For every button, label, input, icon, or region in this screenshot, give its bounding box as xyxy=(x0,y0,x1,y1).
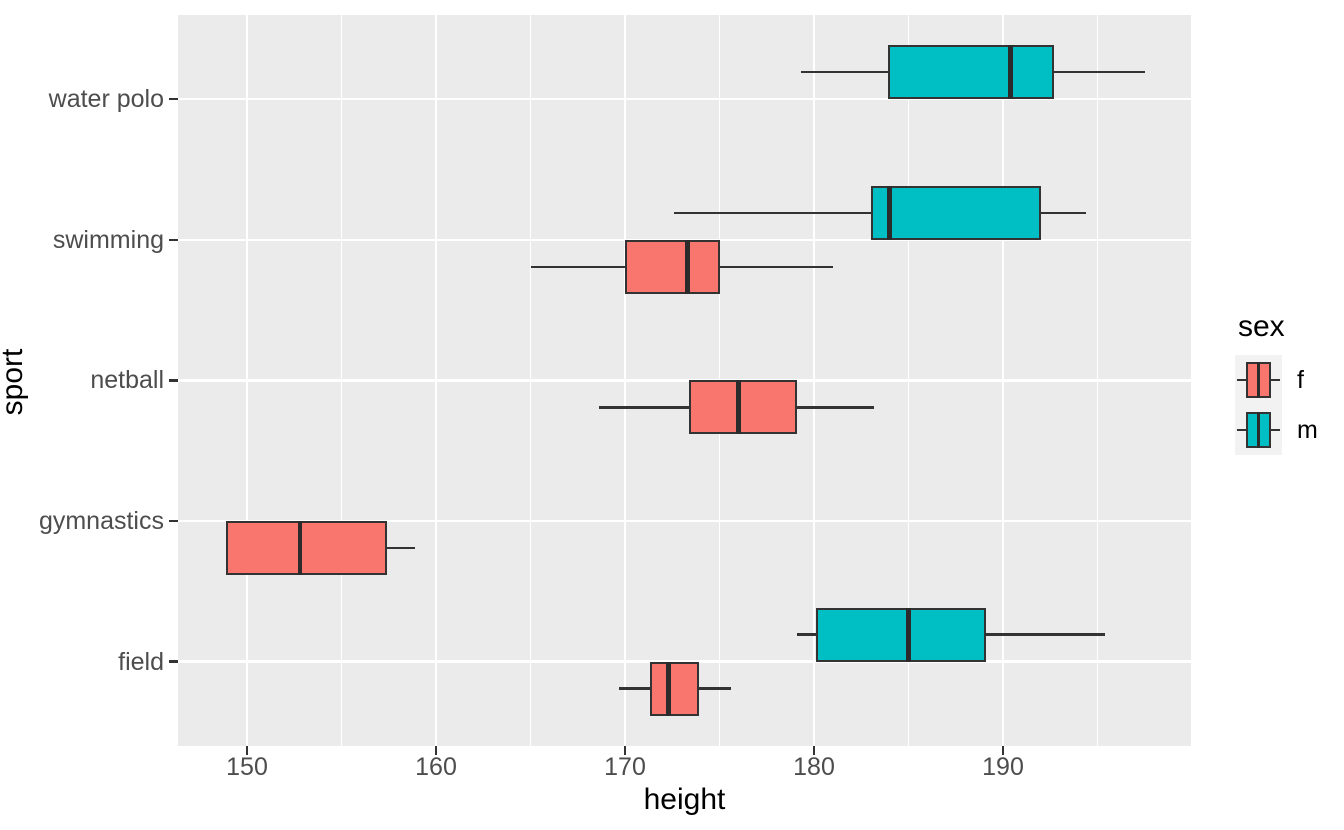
x-axis-tick-mark xyxy=(623,746,627,755)
y-axis-tick-label: field xyxy=(118,647,164,676)
y-axis-tick-mark xyxy=(169,97,178,101)
legend-title: sex xyxy=(1238,310,1285,343)
boxplot-median-line xyxy=(666,661,671,716)
x-axis-tick-label: 150 xyxy=(226,753,268,781)
x-axis-tick-mark xyxy=(1001,746,1005,755)
legend-key-whisker-right xyxy=(1271,378,1280,382)
y-axis-tick-mark xyxy=(169,238,178,242)
x-axis-tick-mark xyxy=(245,746,249,755)
boxplot-box xyxy=(689,380,797,435)
legend-key-whisker-left xyxy=(1237,428,1246,432)
boxplot-box xyxy=(625,239,720,294)
legend-entry: f xyxy=(1235,355,1318,405)
boxplot-median-line xyxy=(297,521,303,575)
y-axis-tick-label: swimming xyxy=(52,225,164,254)
gridline-major-horizontal xyxy=(178,238,1191,241)
x-axis-tick-label: 160 xyxy=(415,753,457,781)
legend-key-whisker-left xyxy=(1237,378,1246,382)
y-axis-tick-label: gymnastics xyxy=(38,507,164,535)
legend-key-median xyxy=(1256,412,1260,448)
boxplot-median-line xyxy=(685,239,690,294)
boxplot-box xyxy=(887,45,1055,100)
x-axis-title: height xyxy=(643,783,726,816)
legend-entry-label: f xyxy=(1297,365,1304,394)
x-axis-tick-label: 190 xyxy=(982,753,1024,781)
y-axis-tick-label: netball xyxy=(90,366,164,395)
legend-entry: m xyxy=(1235,405,1318,455)
boxplot-box xyxy=(226,521,387,575)
boxplot-box xyxy=(649,661,699,716)
legend-key-whisker-right xyxy=(1271,428,1280,432)
gridline-major-horizontal xyxy=(178,660,1191,663)
x-axis-tick-label: 180 xyxy=(793,753,835,781)
x-axis-tick-label: 170 xyxy=(604,753,646,781)
y-axis-tick-mark xyxy=(169,660,178,663)
legend-key-boxplot-icon xyxy=(1235,355,1282,405)
x-axis-tick-mark xyxy=(434,746,438,755)
y-axis-title: sport xyxy=(0,348,29,416)
gridline-major-horizontal xyxy=(178,519,1191,523)
y-axis-tick-label: water polo xyxy=(48,85,164,114)
y-axis-tick-mark xyxy=(169,519,178,523)
plot-panel xyxy=(178,15,1191,746)
boxplot-median-line xyxy=(906,607,911,662)
boxplot-median-line xyxy=(887,185,892,240)
legend-key-boxplot-icon xyxy=(1235,405,1282,455)
y-axis-tick-mark xyxy=(169,379,178,382)
x-axis-tick-mark xyxy=(812,746,816,755)
boxplot-box xyxy=(870,185,1041,240)
boxplot-box xyxy=(815,607,986,662)
legend-entry-label: m xyxy=(1297,415,1318,444)
boxplot-median-line xyxy=(736,380,741,435)
gridline-major-horizontal xyxy=(178,98,1191,101)
legend-key-median xyxy=(1256,362,1260,398)
gridline-major-horizontal xyxy=(178,379,1191,382)
boxplot-median-line xyxy=(1008,45,1013,100)
